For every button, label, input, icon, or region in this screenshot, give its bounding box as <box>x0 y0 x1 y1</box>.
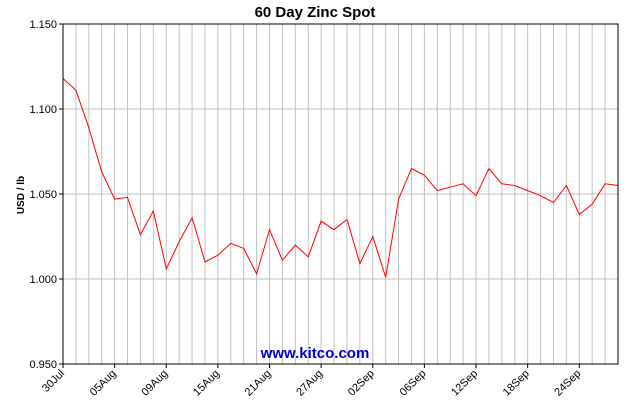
chart-title: 60 Day Zinc Spot <box>255 4 376 21</box>
data-point <box>88 127 90 129</box>
data-point <box>320 220 322 222</box>
data-point <box>359 263 361 265</box>
series-layer <box>62 78 619 278</box>
data-point <box>385 276 387 278</box>
x-tick-label: 15Aug <box>191 368 222 399</box>
data-point <box>269 229 271 231</box>
data-point <box>527 190 529 192</box>
data-point <box>127 196 129 198</box>
data-point <box>501 183 503 185</box>
data-point <box>488 168 490 170</box>
x-tick-label: 09Aug <box>139 368 170 399</box>
data-point <box>514 185 516 187</box>
watermark: www.kitco.com <box>260 345 370 362</box>
x-tick-label: 05Aug <box>88 368 119 399</box>
data-point <box>475 195 477 197</box>
data-point <box>346 219 348 221</box>
x-tick-label: 24Sep <box>552 368 583 399</box>
data-point <box>139 234 141 236</box>
data-point <box>423 174 425 176</box>
y-tick-label: 1.150 <box>29 19 57 31</box>
data-point <box>114 198 116 200</box>
y-tick-label: 1.000 <box>29 274 57 286</box>
grid <box>63 23 618 365</box>
x-tick-label: 02Sep <box>346 368 377 399</box>
data-point <box>449 186 451 188</box>
data-point <box>436 190 438 192</box>
y-axis-label: USD / lb <box>16 176 27 214</box>
y-tick-label: 0.950 <box>29 359 57 371</box>
data-point <box>281 259 283 261</box>
x-tick-label: 30Jul <box>40 368 67 395</box>
x-tick-label: 27Aug <box>294 368 325 399</box>
y-axis: 0.950 1.000 1.050 1.100 1.150 <box>29 19 63 371</box>
data-point <box>75 89 77 91</box>
y-tick-label: 1.050 <box>29 189 57 201</box>
data-point <box>591 203 593 205</box>
data-point <box>333 229 335 231</box>
data-point <box>307 256 309 258</box>
x-axis: 30Jul 05Aug 09Aug 15Aug 21Aug 27Aug 02Sep 06Sep… <box>40 364 583 399</box>
data-point <box>204 261 206 263</box>
data-point <box>101 171 103 173</box>
series-line <box>62 78 619 278</box>
data-point <box>462 183 464 185</box>
data-point <box>256 273 258 275</box>
y-tick-label: 1.100 <box>29 104 57 116</box>
x-tick-label: 12Sep <box>449 368 480 399</box>
data-point <box>578 213 580 215</box>
data-point <box>243 247 245 249</box>
data-point <box>165 268 167 270</box>
data-point <box>410 168 412 170</box>
data-point <box>552 202 554 204</box>
data-point <box>191 217 193 219</box>
x-tick-label: 21Aug <box>243 368 274 399</box>
x-tick-label: 06Sep <box>398 368 429 399</box>
data-point <box>217 254 219 256</box>
data-point <box>565 185 567 187</box>
data-point <box>178 241 180 243</box>
data-point <box>540 195 542 197</box>
data-point <box>152 210 154 212</box>
data-point <box>604 183 606 185</box>
data-point <box>230 242 232 244</box>
data-point <box>398 198 400 200</box>
data-point <box>294 244 296 246</box>
data-point <box>372 236 374 238</box>
x-tick-label: 18Sep <box>501 368 532 399</box>
